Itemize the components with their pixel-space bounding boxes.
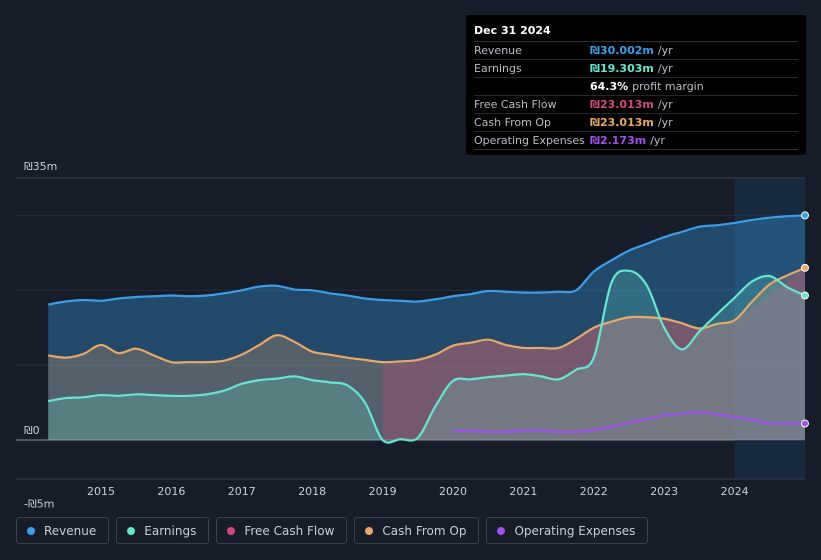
tooltip-label: Earnings [474,62,522,75]
legend-dot-icon [127,526,136,535]
legend-label: Revenue [44,523,97,538]
earnings-endpoint [801,291,809,300]
legend-dot-icon [227,526,236,535]
tooltip-label: Operating Expenses [474,134,585,147]
tooltip-unit: /yr [657,62,673,75]
cash-from-op-endpoint [801,263,809,272]
revenue-line [48,214,806,306]
tooltip-row-profit-margin: 64.3% profit margin [474,78,798,96]
x-tick-label: 2024 [721,485,749,498]
series-lines [48,214,806,444]
tooltip-unit: profit margin [632,80,704,93]
tooltip-row-cash-from-op: Cash From Op ₪23.013m /yr [474,114,798,132]
tooltip-date: Dec 31 2024 [474,23,798,42]
y-tick-label: ₪35m [24,160,57,173]
tooltip-row-earnings: Earnings ₪19.303m /yr [474,60,798,78]
x-axis: 2015 2016 2017 2018 2019 2020 2021 2022 2023 2024 [87,485,749,498]
latest-period-highlight [734,178,805,479]
free-cash-flow-area [382,267,805,440]
tooltip-panel: Dec 31 2024 Revenue ₪30.002m /yr Earning… [466,15,806,155]
tooltip-label [474,78,590,95]
tooltip-value: ₪23.013m [590,98,654,111]
tooltip-value: 64.3% [590,80,629,93]
x-tick-label: 2021 [509,485,537,498]
tooltip-value: ₪23.013m [590,116,654,129]
x-tick-label: 2020 [439,485,467,498]
tooltip-label: Cash From Op [474,116,552,129]
revenue-area [48,215,805,440]
tooltip-label: Revenue [474,44,522,57]
tooltip-unit: /yr [657,116,673,129]
x-tick-label: 2022 [580,485,608,498]
x-tick-label: 2015 [87,485,115,498]
earnings-line [48,269,806,444]
legend-item-revenue[interactable]: Revenue [16,517,110,544]
tooltip-value: ₪30.002m [590,44,654,57]
operating-expenses-endpoint [801,419,809,428]
legend-label: Earnings [144,523,197,538]
earnings-area [48,270,805,443]
legend-item-cash-from-op[interactable]: Cash From Op [354,517,480,544]
tooltip-label: Free Cash Flow [474,98,557,111]
revenue-endpoint [801,211,809,220]
tooltip-value: ₪19.303m [590,62,654,75]
tooltip-row-operating-expenses: Operating Expenses ₪2.173m /yr [474,132,798,150]
tooltip-row-revenue: Revenue ₪30.002m /yr [474,42,798,60]
y-axis: ₪35m ₪0 -₪5m [24,160,57,510]
legend-dot-icon [365,526,374,535]
x-tick-label: 2016 [157,485,185,498]
legend: Revenue Earnings Free Cash Flow Cash Fro… [16,517,655,544]
cash-from-op-line [48,266,806,364]
tooltip-unit: /yr [650,134,665,147]
operating-expenses-line [452,411,805,434]
legend-dot-icon [497,526,506,535]
legend-item-operating-expenses[interactable]: Operating Expenses [486,517,649,544]
tooltip-row-free-cash-flow: Free Cash Flow ₪23.013m /yr [474,96,798,114]
x-tick-label: 2017 [228,485,256,498]
legend-label: Operating Expenses [514,523,636,538]
series-endpoints [801,211,809,428]
tooltip-value: ₪2.173m [590,134,647,147]
legend-label: Cash From Op [382,523,467,538]
legend-dot-icon [27,526,35,535]
x-tick-label: 2018 [298,485,326,498]
x-tick-label: 2023 [650,485,678,498]
cash-from-op-area [48,267,805,440]
y-tick-label: -₪5m [24,497,54,510]
legend-label: Free Cash Flow [244,523,335,538]
tooltip-unit: /yr [657,98,673,111]
y-tick-label: ₪0 [24,424,40,437]
legend-item-earnings[interactable]: Earnings [116,517,210,544]
tooltip-unit: /yr [657,44,673,57]
x-tick-label: 2019 [369,485,397,498]
legend-item-free-cash-flow[interactable]: Free Cash Flow [216,517,348,544]
series-areas [48,215,805,443]
